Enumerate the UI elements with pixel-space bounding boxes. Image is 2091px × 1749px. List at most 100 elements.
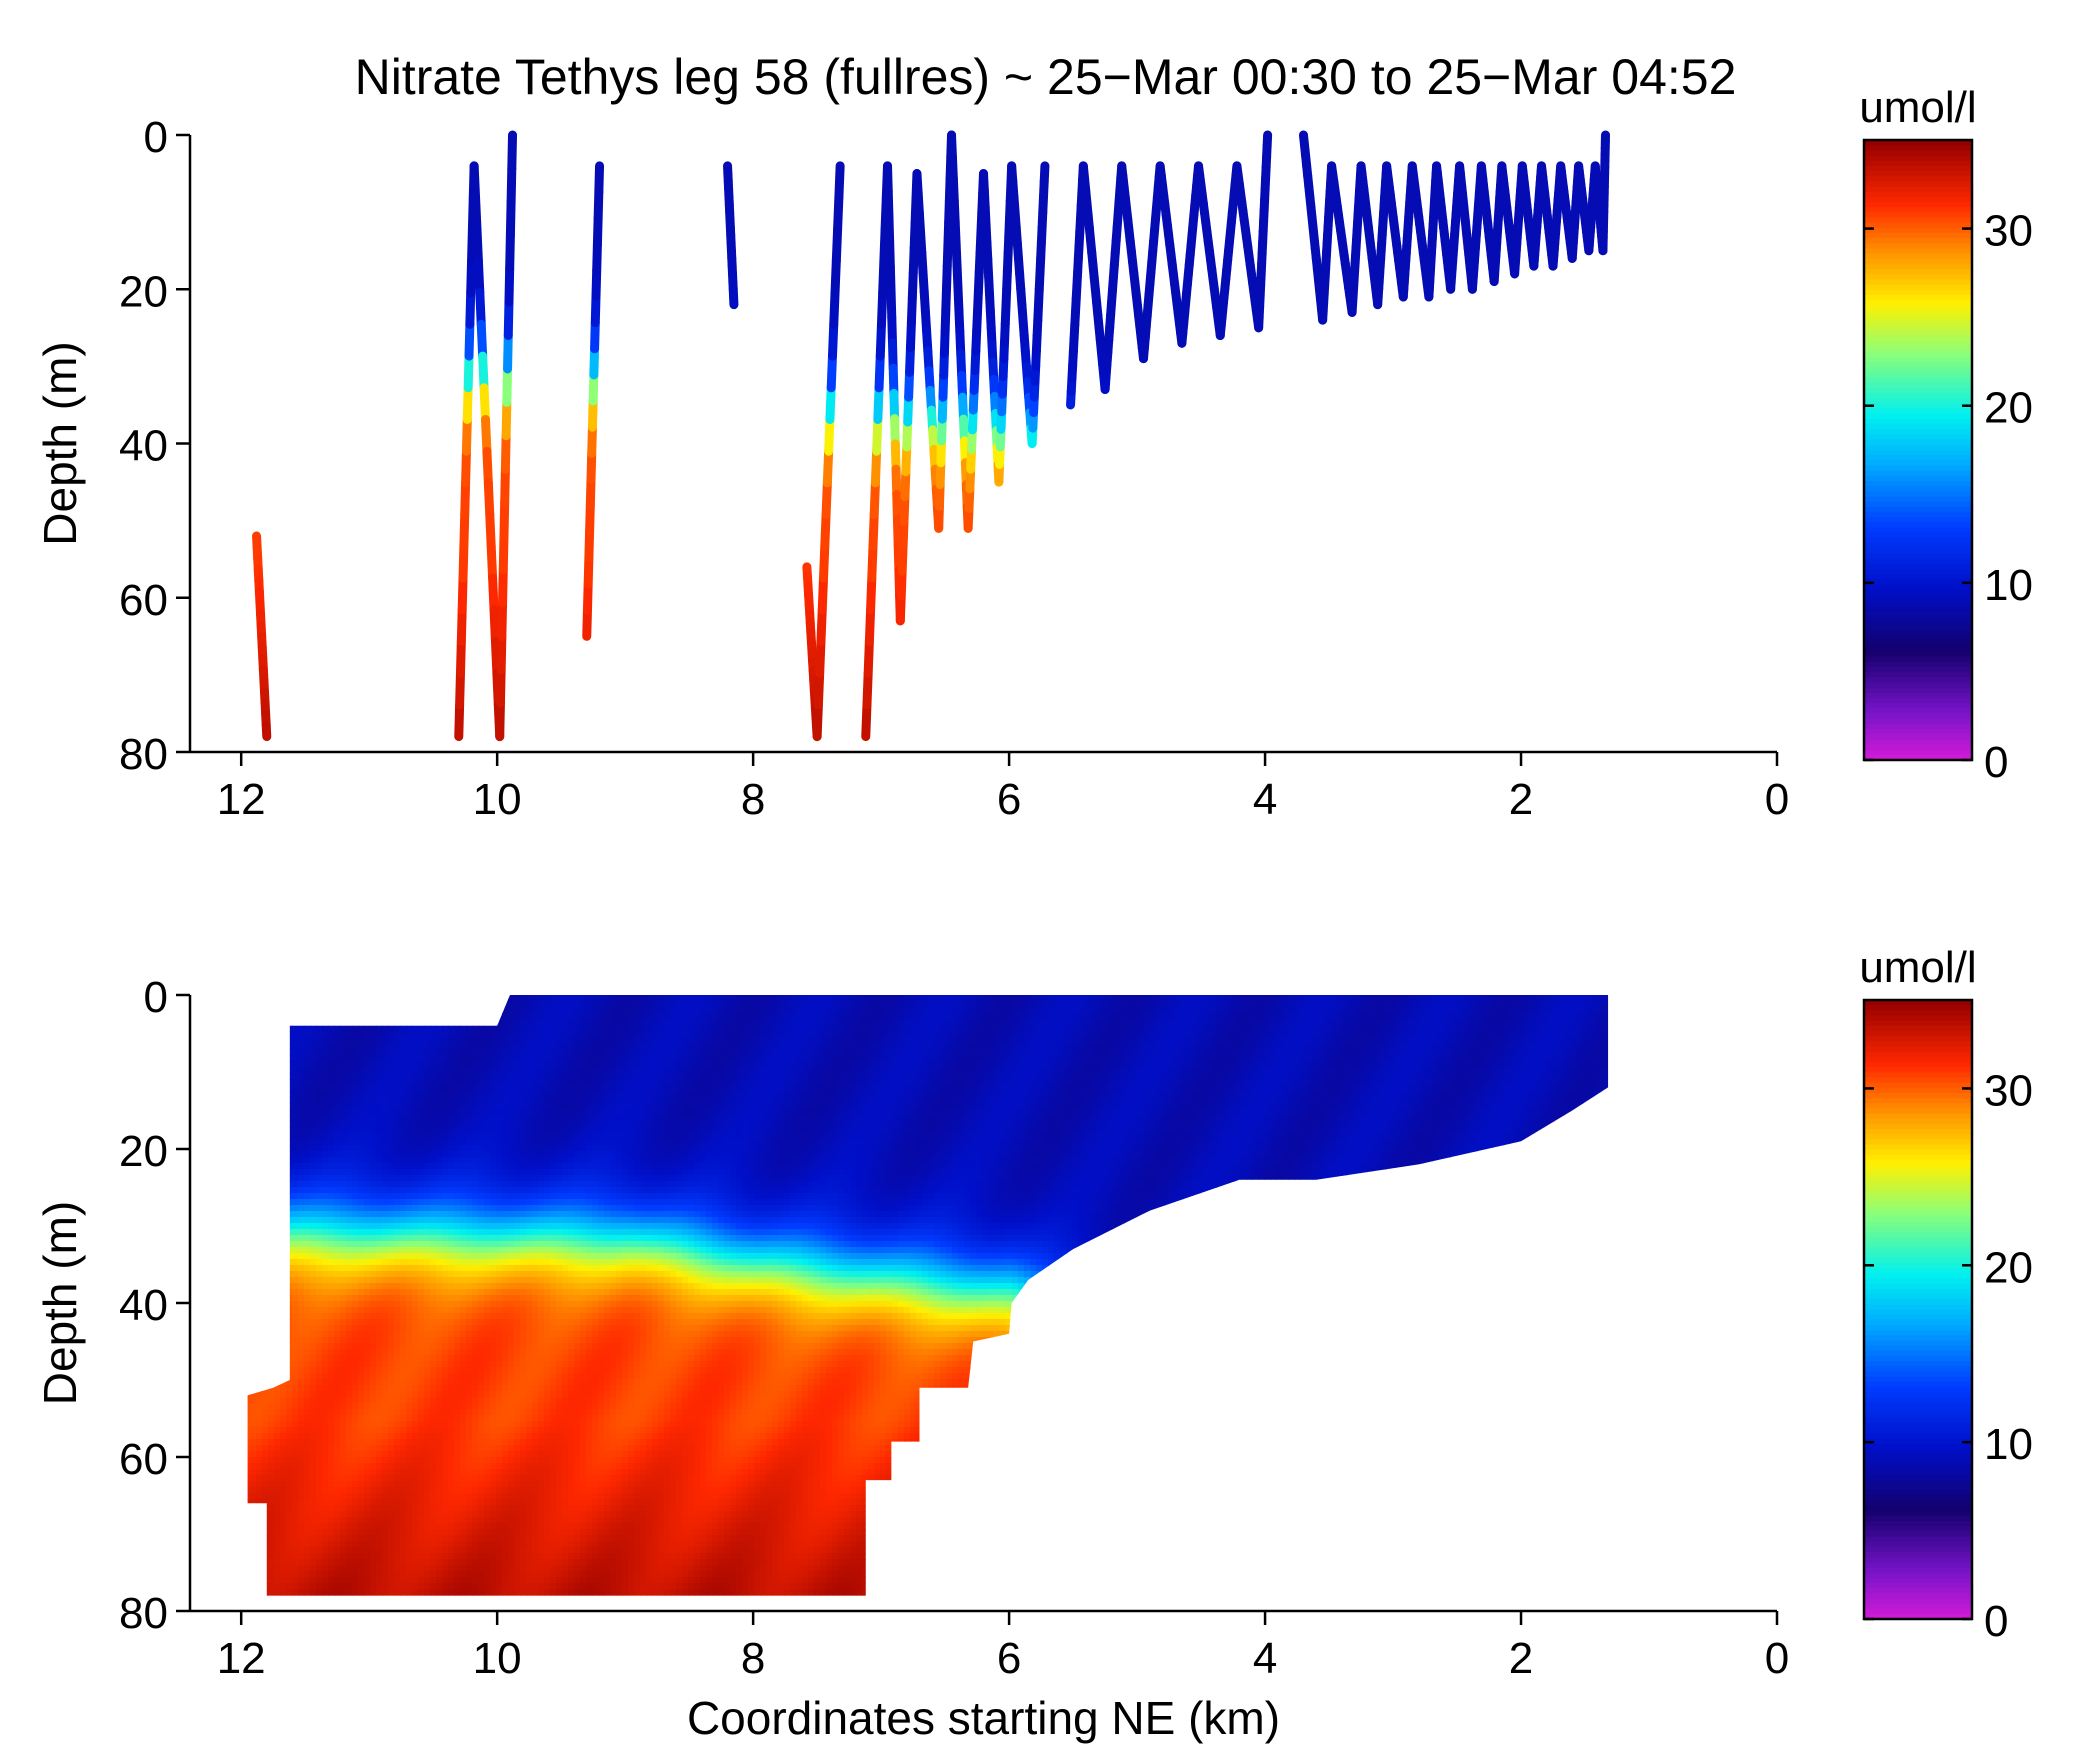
field-cell bbox=[340, 1511, 347, 1518]
field-cell bbox=[406, 1373, 413, 1380]
colorbar-band bbox=[1864, 155, 1972, 162]
field-cell bbox=[250, 1397, 257, 1404]
field-cell bbox=[247, 1499, 251, 1506]
field-cell bbox=[322, 995, 329, 1002]
field-cell bbox=[208, 1403, 215, 1410]
field-cell bbox=[304, 1169, 311, 1176]
field-cell bbox=[262, 1277, 269, 1284]
field-cell bbox=[364, 1187, 371, 1194]
field-cell bbox=[196, 1469, 203, 1476]
field-cell bbox=[286, 995, 293, 1002]
field-cell bbox=[310, 1109, 317, 1116]
field-cell bbox=[238, 1361, 245, 1368]
field-cell bbox=[202, 1463, 209, 1470]
field-cell bbox=[406, 1409, 413, 1416]
field-cell bbox=[358, 1397, 365, 1404]
field-cell bbox=[250, 1277, 257, 1284]
field-cell bbox=[226, 1205, 233, 1212]
field-cell bbox=[364, 1241, 371, 1248]
field-cell bbox=[316, 1493, 323, 1500]
field-cell bbox=[214, 1223, 221, 1230]
field-cell bbox=[208, 1463, 215, 1470]
field-cell bbox=[280, 1529, 287, 1536]
field-cell bbox=[310, 1577, 317, 1584]
field-cell bbox=[298, 1217, 305, 1224]
field-cell bbox=[364, 995, 371, 1002]
field-cell bbox=[238, 1367, 245, 1374]
field-cell bbox=[196, 1061, 203, 1068]
colorbar-band bbox=[1864, 336, 1972, 343]
chart-title: Nitrate Tethys leg 58 (fullres) ~ 25−Mar… bbox=[0, 48, 2091, 106]
field-cell bbox=[286, 1133, 293, 1140]
field-cell bbox=[268, 1325, 275, 1332]
field-cell bbox=[316, 1463, 323, 1470]
field-cell bbox=[226, 1223, 233, 1230]
field-cell bbox=[334, 1403, 341, 1410]
field-cell bbox=[316, 1121, 323, 1128]
field-cell bbox=[376, 1577, 383, 1584]
field-cell bbox=[310, 1295, 317, 1302]
field-cell bbox=[232, 1529, 239, 1536]
field-cell bbox=[208, 1127, 215, 1134]
field-cell bbox=[292, 1529, 299, 1536]
field-cell bbox=[292, 1025, 299, 1032]
field-cell bbox=[358, 1157, 365, 1164]
field-cell bbox=[316, 1505, 323, 1512]
field-cell bbox=[394, 1187, 401, 1194]
field-cell bbox=[232, 1595, 239, 1602]
field-cell bbox=[250, 995, 257, 1002]
field-cell bbox=[328, 1049, 335, 1056]
field-cell bbox=[364, 1511, 371, 1518]
field-cell bbox=[208, 1601, 215, 1608]
field-cell bbox=[232, 1301, 239, 1308]
field-cell bbox=[268, 1283, 275, 1290]
field-cell bbox=[370, 1463, 377, 1470]
colorbar-band bbox=[1864, 548, 1972, 555]
field-cell bbox=[298, 1379, 305, 1386]
field-cell bbox=[310, 1271, 317, 1278]
colorbar-tick-label: 10 bbox=[1984, 561, 2033, 610]
field-cell bbox=[400, 1169, 407, 1176]
field-cell bbox=[394, 1397, 401, 1404]
field-cell bbox=[334, 1109, 341, 1116]
field-cell bbox=[328, 1277, 335, 1284]
field-cell bbox=[322, 1355, 329, 1362]
field-cell bbox=[364, 1469, 371, 1476]
field-cell bbox=[370, 1319, 377, 1326]
field-cell bbox=[238, 1487, 245, 1494]
field-cell bbox=[352, 1451, 359, 1458]
field-cell bbox=[232, 1355, 239, 1362]
field-cell bbox=[364, 1577, 371, 1584]
field-cell bbox=[376, 1499, 383, 1506]
field-cell bbox=[262, 1019, 269, 1026]
field-cell bbox=[292, 1415, 299, 1422]
field-cell bbox=[238, 1007, 245, 1014]
field-cell bbox=[328, 1415, 335, 1422]
field-cell bbox=[274, 1553, 281, 1560]
field-cell bbox=[406, 1325, 413, 1332]
field-cell bbox=[247, 1529, 251, 1536]
field-cell bbox=[370, 1139, 377, 1146]
colorbar-band bbox=[1864, 677, 1972, 684]
field-cell bbox=[274, 1067, 281, 1074]
field-cell bbox=[394, 1439, 401, 1446]
field-cell bbox=[292, 1019, 299, 1026]
field-cell bbox=[256, 1469, 263, 1476]
field-cell bbox=[370, 1067, 377, 1074]
field-cell bbox=[400, 1163, 407, 1170]
colorbar-band bbox=[1864, 403, 1972, 410]
field-cell bbox=[268, 1385, 275, 1392]
field-cell bbox=[280, 1271, 287, 1278]
field-cell bbox=[250, 1427, 257, 1434]
field-cell bbox=[334, 1217, 341, 1224]
field-cell bbox=[256, 1301, 263, 1308]
field-cell bbox=[298, 1559, 305, 1566]
field-cell bbox=[220, 1211, 227, 1218]
field-cell bbox=[250, 1289, 257, 1296]
field-cell bbox=[247, 1241, 251, 1248]
field-cell bbox=[394, 1325, 401, 1332]
field-cell bbox=[232, 1049, 239, 1056]
field-cell bbox=[208, 1283, 215, 1290]
field-cell bbox=[274, 1445, 281, 1452]
field-cell bbox=[268, 1583, 275, 1590]
